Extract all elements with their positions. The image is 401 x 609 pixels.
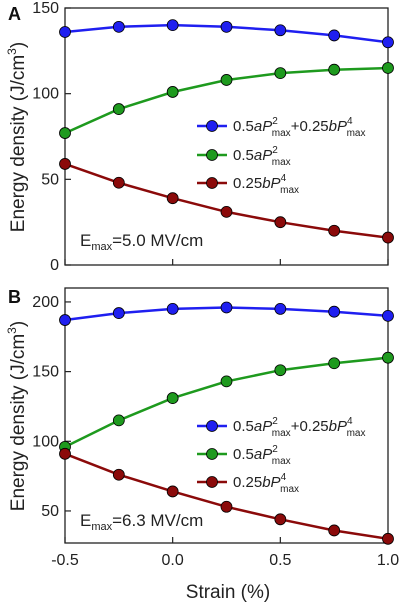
panel-b-y-tick-label: 200 bbox=[32, 294, 59, 311]
panel-b-b_term-data-point bbox=[382, 532, 394, 545]
panel-b-y-tick-label: 50 bbox=[41, 503, 59, 520]
panel-a-total-data-point bbox=[328, 29, 341, 42]
panel-b-series-group bbox=[59, 301, 394, 545]
panel-a-legend-total-label: 0.5aP2 max+0.25bP4 max bbox=[233, 116, 365, 139]
panel-b-total-data-point bbox=[59, 314, 71, 326]
panel-a-legend-a-term-marker bbox=[206, 149, 218, 161]
panel-a-series-group bbox=[59, 19, 394, 244]
panel-a-field-annotation: Emax=5.0 MV/cm bbox=[80, 231, 203, 253]
panel-b-b_term-data-point bbox=[328, 524, 341, 537]
panel-a-b_term-data-point bbox=[382, 231, 394, 244]
panel-a-y-tick-label: 150 bbox=[32, 0, 59, 17]
panel-b-legend-b-term-marker bbox=[206, 476, 218, 488]
panel-b-total-data-point bbox=[328, 305, 341, 318]
panel-b-legend-total-marker bbox=[206, 420, 218, 432]
panel-a-x-axis bbox=[64, 259, 389, 265]
panel-a-label: A bbox=[8, 4, 21, 24]
panel-a-legend-total-marker bbox=[206, 120, 218, 132]
panel-b-total-data-point bbox=[166, 303, 179, 315]
panel-a-b_term-data-point bbox=[166, 192, 179, 205]
panel-b-plot-frame bbox=[64, 287, 389, 544]
panel-b-legend-b-term-label: 0.25bP4 max bbox=[233, 472, 299, 495]
panel-b-total-data-point bbox=[382, 309, 394, 322]
panel-a-total-data-point bbox=[274, 24, 287, 37]
panel-a-legend-a-term-label: 0.5aP2 max bbox=[233, 145, 291, 168]
panel-a-b_term-data-point bbox=[112, 176, 125, 189]
panel-b-b_term-data-point bbox=[166, 485, 179, 498]
panel-a-total-data-point bbox=[59, 26, 71, 38]
panel-b-y-axis: 50 100 150 200 bbox=[32, 294, 71, 520]
panel-a-y-axis-title: Energy density (J/cm3) bbox=[5, 42, 29, 232]
panel-b-a_term-data-point bbox=[166, 392, 179, 404]
panel-b-x-tick-label: 1.0 bbox=[377, 552, 399, 569]
panel-a-y-tick-label: 0 bbox=[50, 257, 59, 274]
panel-b-total-data-point bbox=[274, 303, 287, 315]
panel-a-a_term-data-point bbox=[274, 67, 287, 80]
panel-b-a_term-data-point bbox=[328, 357, 341, 370]
panel-b-a_term-data-point bbox=[274, 364, 287, 377]
panel-b-a_term-data-point bbox=[382, 351, 394, 364]
panel-b-legend-a-term-marker bbox=[206, 448, 218, 460]
panel-b-total-data-point bbox=[220, 301, 233, 314]
panel-b-x-axis: -0.5 0.0 0.5 1.0 bbox=[51, 537, 399, 569]
panel-a-a_term-data-point bbox=[382, 62, 394, 74]
panel-a-total-data-point bbox=[382, 36, 394, 49]
panel-a-legend-b-term-label: 0.25bP4 max bbox=[233, 173, 299, 196]
panel-b-b_term-data-point bbox=[274, 513, 287, 526]
panel-a: A 0 50 100 150 0.5aP2 max+0.25bP4 max 0.5aP2 m… bbox=[8, 0, 394, 274]
panel-b-field-annotation: Emax=6.3 MV/cm bbox=[80, 511, 203, 533]
panel-b-y-axis-title: Energy density (J/cm3) bbox=[5, 321, 29, 511]
panel-b-a_term-data-point bbox=[112, 414, 125, 427]
panel-a-b_term-data-point bbox=[274, 216, 287, 229]
panel-b-b_term-data-point bbox=[220, 500, 233, 513]
panel-a-total-data-point bbox=[166, 19, 179, 32]
panel-a-b_term-data-point bbox=[59, 158, 71, 170]
panel-b-b_term-data-point bbox=[112, 468, 125, 481]
panel-b-x-tick-label: 0.5 bbox=[269, 552, 291, 569]
panel-b-b_term-data-point bbox=[59, 447, 71, 460]
panel-a-a_term-data-point bbox=[220, 74, 233, 86]
panel-a-y-axis: 0 50 100 150 bbox=[32, 0, 71, 274]
panel-b-legend: 0.5aP2 max+0.25bP4 max 0.5aP2 max 0.25bP4 ma… bbox=[197, 416, 365, 495]
panel-b-x-tick-label: 0.0 bbox=[162, 552, 184, 569]
panel-b: B 50 100 150 200 -0.5 0.0 0.5 1.0 0.5aP2 max+0.… bbox=[8, 287, 399, 569]
panel-b-legend-a-term-label: 0.5aP2 max bbox=[233, 444, 291, 467]
panel-a-y-tick-label: 50 bbox=[41, 171, 59, 188]
panel-a-b_term-data-point bbox=[220, 205, 233, 218]
panel-a-a_term-data-point bbox=[166, 86, 179, 98]
panel-a-legend: 0.5aP2 max+0.25bP4 max 0.5aP2 max 0.25bP4 ma… bbox=[197, 116, 365, 196]
panel-a-total-data-point bbox=[220, 20, 233, 33]
panel-a-a_term-data-point bbox=[112, 103, 125, 115]
panel-b-a_term-data-point bbox=[220, 375, 233, 388]
panel-b-total-data-point bbox=[112, 307, 125, 319]
panel-b-label: B bbox=[8, 287, 21, 307]
panel-a-total-data-point bbox=[112, 20, 125, 33]
panel-a-y-tick-label: 100 bbox=[32, 86, 59, 103]
x-axis-title: Strain (%) bbox=[186, 582, 270, 603]
panel-b-x-tick-label: -0.5 bbox=[51, 552, 79, 569]
panel-a-a_term-data-point bbox=[59, 127, 71, 139]
panel-b-y-tick-label: 100 bbox=[32, 433, 59, 450]
panel-a-a_term-data-point bbox=[328, 63, 341, 76]
panel-a-legend-b-term-marker bbox=[206, 177, 218, 189]
panel-a-b_term-data-point bbox=[328, 224, 341, 237]
panel-b-legend-total-label: 0.5aP2 max+0.25bP4 max bbox=[233, 416, 365, 439]
panel-b-y-tick-label: 150 bbox=[32, 364, 59, 381]
